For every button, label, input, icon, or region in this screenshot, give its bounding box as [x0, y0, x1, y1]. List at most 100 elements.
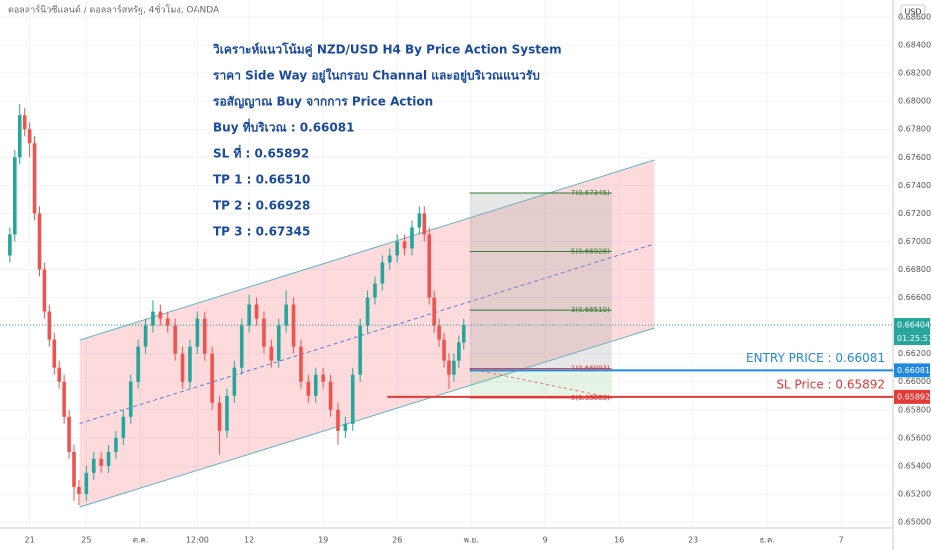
candle-body [358, 325, 362, 375]
y-tick-label: 0.67200 [898, 209, 931, 218]
candle-body [239, 325, 244, 368]
fib-label: 5(0.66928) [571, 248, 610, 256]
candle-body [247, 304, 251, 326]
last-price-tag [894, 318, 930, 333]
candle-body [437, 325, 441, 340]
candle-body [321, 374, 325, 382]
annotation: TP 3 : 0.67345 [213, 225, 310, 239]
price-tag-label: 0.65892 [897, 392, 930, 401]
candle-body [461, 325, 466, 343]
candle-body [395, 241, 399, 256]
candle-body [387, 255, 392, 263]
candle-body [77, 486, 81, 494]
y-tick-label: 0.65000 [898, 518, 931, 527]
price-line-label: SL Price : 0.65892 [776, 377, 885, 391]
candle-body [72, 451, 76, 487]
candle-body [62, 381, 66, 417]
candle-body [217, 402, 222, 431]
candle-body [452, 360, 456, 375]
candle-body [284, 304, 288, 326]
candle-body [328, 381, 333, 410]
candle-body [106, 451, 111, 466]
y-tick-label: 0.67600 [898, 153, 931, 162]
candle-body [136, 346, 140, 382]
candle-body [13, 157, 17, 235]
projection-line [469, 368, 612, 399]
candle-body [299, 346, 303, 382]
annotation: TP 1 : 0.66510 [213, 173, 310, 187]
candle-body [350, 374, 355, 424]
fib-label: 3(0.66510) [571, 306, 610, 314]
candle-body [269, 346, 274, 361]
currency-button[interactable] [900, 4, 926, 20]
candle-body [17, 115, 22, 158]
candle-body [380, 262, 385, 284]
candle-body [254, 304, 259, 319]
candle-body [32, 143, 37, 214]
candle-body [373, 283, 377, 298]
candle-body [306, 381, 311, 396]
candle-body [447, 360, 451, 375]
channel-upper [79, 159, 655, 341]
candle-body [42, 269, 47, 312]
candle-body [37, 213, 42, 270]
candle-body [143, 325, 148, 347]
x-tick-label: 23 [688, 536, 698, 545]
candle-body [114, 437, 118, 452]
annotation: TP 2 : 0.66928 [213, 199, 310, 213]
candle-body [173, 325, 177, 354]
candle-body [432, 297, 436, 326]
candle-body [158, 311, 163, 319]
candle-body [151, 311, 155, 326]
y-tick-label: 0.66000 [898, 377, 931, 386]
candle-body [67, 416, 71, 452]
candle-body [22, 115, 27, 130]
candle-body [180, 353, 185, 382]
countdown-label: 01:25:51 [897, 334, 932, 343]
y-tick-label: 0.68400 [898, 41, 931, 50]
candle-body [121, 416, 126, 438]
annotation: Buy ที่บริเวณ : 0.66081 [213, 119, 354, 135]
y-tick-label: 0.68600 [898, 13, 931, 22]
candle-body [262, 318, 266, 347]
x-tick-label: 19 [318, 536, 328, 545]
y-tick-label: 0.67400 [898, 181, 931, 190]
price-tag [894, 363, 930, 378]
annotation: SL ที่ : 0.65892 [213, 145, 309, 161]
candle-body [52, 339, 57, 368]
x-tick-label: ต.ค. [133, 536, 149, 545]
annotation: วิเคราะห์แนวโน้มคู่ NZD/USD H4 By Price … [213, 42, 562, 58]
y-tick-label: 0.65200 [898, 489, 931, 498]
target-zone [469, 193, 612, 369]
candle-body [47, 311, 52, 340]
candle-body [99, 458, 103, 466]
fib-label: 1(0.66093) [571, 365, 610, 373]
candle-body [210, 353, 214, 403]
candle-body [232, 367, 237, 396]
candle-body [442, 339, 446, 361]
candle-body [276, 325, 281, 361]
y-tick-label: 0.65600 [898, 433, 931, 442]
candle-body [291, 304, 296, 347]
candle-body [128, 381, 133, 417]
countdown-tag [894, 332, 930, 346]
candle-body [8, 234, 12, 256]
annotation: รอสัญญาณ Buy จากการ Price Action [213, 95, 433, 109]
y-tick-label: 0.66200 [898, 349, 931, 358]
last-price-label: 0.66404 [897, 321, 930, 330]
channel-lower [79, 327, 655, 508]
price-line-label: ENTRY PRICE : 0.66081 [746, 351, 885, 365]
y-tick-label: 0.66800 [898, 265, 931, 274]
annotation: ราคา Side Way อยู่ในกรอบ Channal และอยู่… [213, 68, 540, 84]
candle-body [195, 318, 200, 347]
candle-body [84, 472, 89, 494]
y-tick-label: 0.66600 [898, 293, 931, 302]
candle-body [457, 342, 461, 361]
x-tick-label: 16 [614, 536, 624, 545]
x-tick-label: 21 [25, 536, 35, 545]
candle-body [417, 213, 422, 228]
y-tick-label: 0.65800 [898, 405, 931, 414]
candle-body [225, 395, 229, 431]
